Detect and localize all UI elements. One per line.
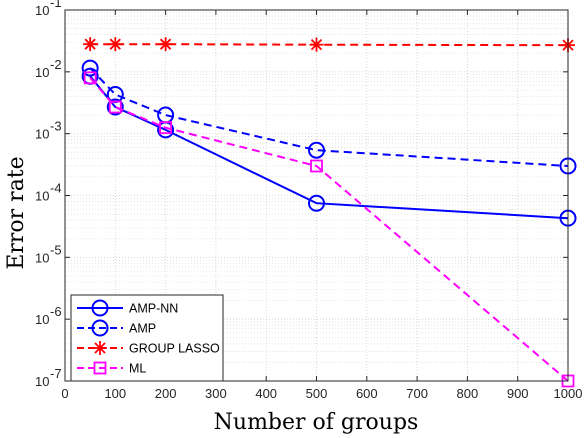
series-line — [89, 75, 569, 220]
asterisk-stroke — [94, 342, 106, 354]
x-tick-label: 700 — [406, 386, 428, 401]
data-point-circle — [308, 194, 325, 212]
legend-entry: AMP-NN — [77, 299, 178, 317]
legend-marker — [91, 319, 109, 337]
legend-label: AMP — [129, 322, 156, 336]
x-tick-label: 500 — [306, 386, 328, 401]
legend-box — [70, 294, 224, 382]
x-tick-label: 600 — [356, 386, 378, 401]
data-point-asterisk — [108, 37, 123, 52]
asterisk-stroke — [109, 38, 121, 50]
x-tick-labels: 0 100 200 300 400 500 600 700 800 900 1000 — [61, 386, 582, 401]
y-tick-exponent: -2 — [50, 57, 62, 72]
y-tick-exponent: -1 — [50, 0, 62, 10]
data-point-square — [108, 100, 122, 114]
y-tick-label: 10 — [35, 127, 49, 142]
legend-marker — [91, 299, 109, 317]
y-tick-labels: 10-710-610-510-410-310-210-1 — [35, 0, 62, 389]
y-axis-title: Error rate — [4, 156, 29, 269]
y-tick-exponent: -5 — [50, 242, 62, 257]
x-tick-label: 300 — [205, 386, 227, 401]
y-tick-label: 10 — [35, 312, 49, 327]
legend-marker — [93, 361, 107, 375]
data-point-circle — [308, 141, 325, 159]
x-tick-label: 100 — [104, 386, 126, 401]
y-tick-label: 10 — [35, 3, 49, 18]
x-tick-label: 400 — [255, 386, 277, 401]
series-ml — [83, 71, 575, 388]
legend-label: AMP-NN — [129, 302, 178, 316]
y-tick-exponent: -7 — [50, 366, 62, 381]
legend: AMP-NN AMP GROUP LASSO ML — [70, 294, 224, 382]
legend-entry: ML — [77, 362, 146, 376]
series-line — [89, 67, 569, 167]
y-tick-label: 10 — [35, 374, 49, 389]
axis-ticks — [64, 9, 569, 382]
x-tick-label: 1000 — [554, 386, 583, 401]
data-point-asterisk — [309, 37, 324, 52]
asterisk-stroke — [159, 38, 172, 50]
legend-entry: GROUP LASSO — [77, 341, 220, 356]
legend-marker — [93, 341, 107, 355]
x-tick-label: 800 — [457, 386, 479, 401]
x-tick-label: 900 — [507, 386, 529, 401]
data-point-square — [83, 71, 97, 85]
data-point-asterisk — [83, 37, 98, 52]
legend-label: ML — [129, 362, 146, 376]
data-point-asterisk — [158, 37, 173, 52]
y-tick-exponent: -3 — [50, 119, 62, 134]
y-tick-exponent: -6 — [50, 304, 62, 319]
asterisk-stroke — [310, 39, 323, 51]
data-point-circle — [81, 59, 99, 77]
x-tick-label: 200 — [155, 386, 177, 401]
y-tick-label: 10 — [35, 65, 49, 80]
y-tick-exponent: -4 — [50, 181, 62, 196]
data-point-square — [159, 121, 173, 135]
series-line — [90, 43, 569, 47]
legend-entry: AMP — [77, 319, 156, 337]
y-tick-label: 10 — [35, 189, 49, 204]
legend-label: GROUP LASSO — [129, 342, 220, 356]
data-point-circle — [106, 98, 124, 116]
y-tick-label: 10 — [35, 250, 49, 265]
asterisk-stroke — [84, 38, 96, 50]
x-axis-title: Number of groups — [214, 410, 419, 435]
series-line — [89, 77, 569, 382]
x-tick-label: 0 — [61, 386, 68, 401]
data-point-square — [310, 159, 323, 173]
